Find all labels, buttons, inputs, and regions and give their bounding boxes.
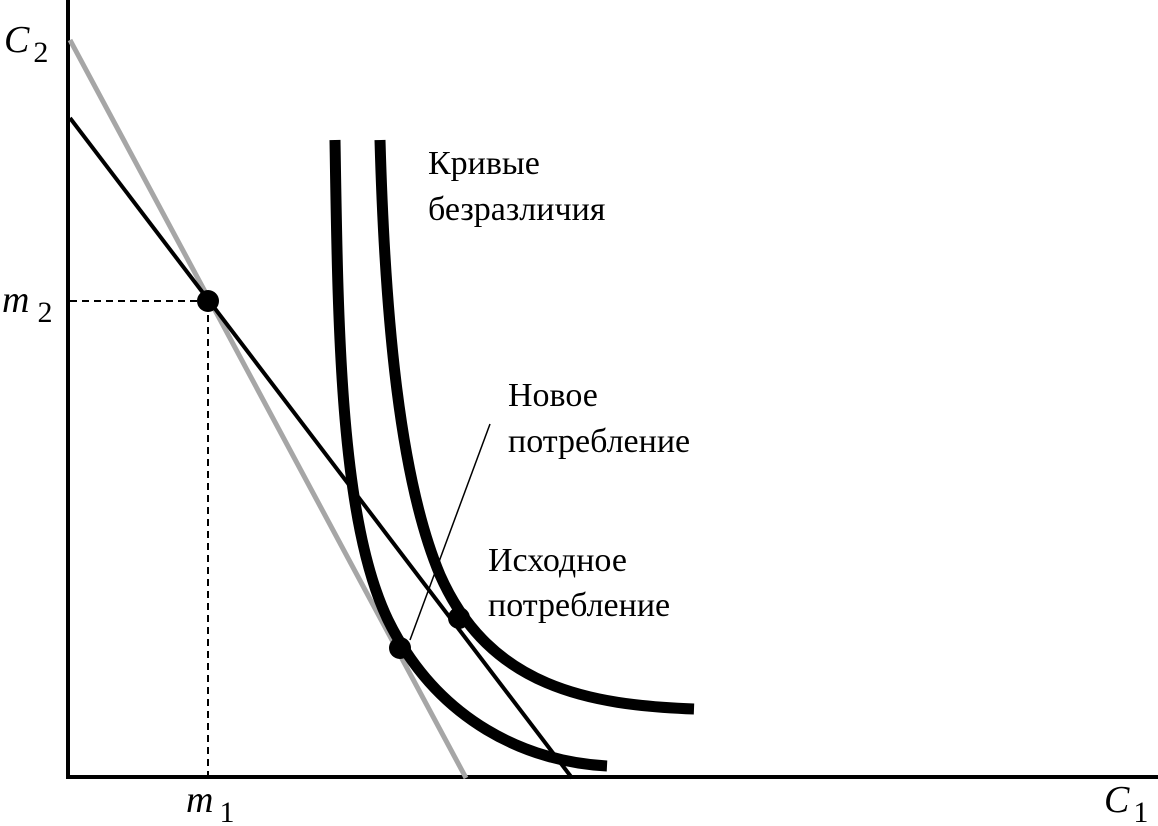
new-consumption-label-line1: Новое xyxy=(508,377,598,414)
new-consumption-label-line2: потребление xyxy=(508,423,690,460)
new-consumption-point xyxy=(389,637,411,659)
indifference-curves-label-line2: безразличия xyxy=(428,191,606,228)
m2-subscript: 2 xyxy=(37,296,52,329)
x-axis-letter: C xyxy=(1104,779,1130,821)
m2-letter: m xyxy=(2,279,29,321)
initial-consumption-label-line1: Исходное xyxy=(488,542,627,579)
indifference-curves-label-line1: Кривые xyxy=(428,145,540,182)
indifference-curve-low xyxy=(329,139,608,772)
m1-letter: m xyxy=(186,779,213,821)
new-consumption-pointer xyxy=(409,423,491,641)
endowment-point xyxy=(197,290,219,312)
initial-budget-line xyxy=(67,38,469,780)
initial-consumption-label-line2: потребление xyxy=(488,587,670,624)
m1-subscript: 1 xyxy=(219,796,234,826)
initial-consumption-point xyxy=(448,607,470,629)
y-axis-subscript: 2 xyxy=(33,36,48,69)
new-budget-line xyxy=(68,116,574,780)
y-axis-letter: C xyxy=(4,19,30,61)
x-axis-subscript: 1 xyxy=(1133,796,1148,826)
